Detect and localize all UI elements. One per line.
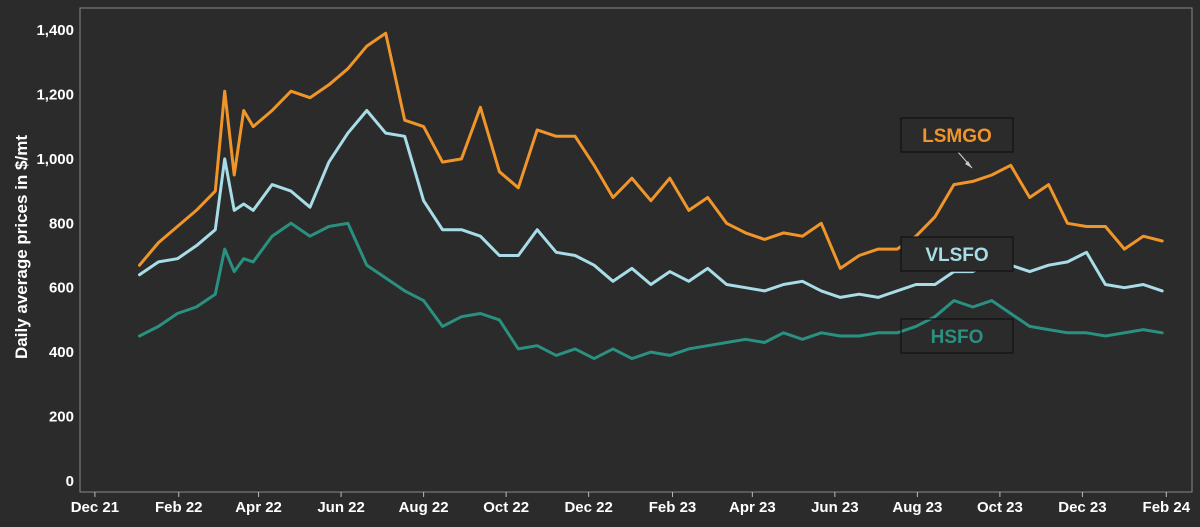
legend-label-lsmgo: LSMGO xyxy=(922,126,992,147)
y-tick-label: 0 xyxy=(66,473,74,490)
legend-boxes: LSMGO VLSFO HSFO xyxy=(900,117,1014,354)
series-line-lsmgo xyxy=(138,31,1164,270)
x-tick-label: Aug 22 xyxy=(399,499,449,516)
legend-label-vlsfo: VLSFO xyxy=(925,245,988,266)
x-tick-label: Jun 23 xyxy=(811,499,859,516)
plot-frame xyxy=(79,7,1193,493)
legend-box-lsmgo xyxy=(900,117,1014,153)
x-tick-label: Feb 22 xyxy=(155,499,203,516)
x-tick-label: Apr 23 xyxy=(729,499,776,516)
y-tick-label: 600 xyxy=(49,280,74,297)
x-tick-label: Oct 23 xyxy=(977,499,1023,516)
legend-box-hsfo xyxy=(900,318,1014,354)
legend-box-vlsfo xyxy=(900,236,1014,272)
y-tick-label: 400 xyxy=(49,344,74,361)
x-tick-label: Dec 22 xyxy=(564,499,612,516)
x-tick-label: Feb 23 xyxy=(649,499,697,516)
y-tick-label: 200 xyxy=(49,409,74,426)
x-tick-label: Jun 22 xyxy=(317,499,365,516)
lsmgo-annotation-arrowhead xyxy=(965,161,972,168)
series-lines xyxy=(138,31,1164,361)
x-tick-label: Dec 21 xyxy=(71,499,119,516)
legend-label-hsfo: HSFO xyxy=(931,327,984,348)
x-tick-label: Dec 23 xyxy=(1058,499,1106,516)
y-tick-label: 1,400 xyxy=(36,22,74,39)
y-tick-label: 800 xyxy=(49,215,74,232)
y-axis-ticks: 0 200 400 600 800 1,000 1,200 1,400 xyxy=(36,22,74,490)
x-tick-label: Feb 24 xyxy=(1143,499,1191,516)
x-tick-label: Aug 23 xyxy=(892,499,942,516)
x-tick-label: Oct 22 xyxy=(483,499,529,516)
y-tick-label: 1,000 xyxy=(36,151,74,168)
y-axis-title: Daily average prices in $/mt xyxy=(12,135,31,359)
x-axis-ticks: Dec 21 Feb 22 Apr 22 Jun 22 Aug 22 Oct 22 Dec … xyxy=(71,492,1191,516)
series-line-hsfo xyxy=(138,221,1164,361)
x-tick-label: Apr 22 xyxy=(235,499,282,516)
y-tick-label: 1,200 xyxy=(36,86,74,103)
